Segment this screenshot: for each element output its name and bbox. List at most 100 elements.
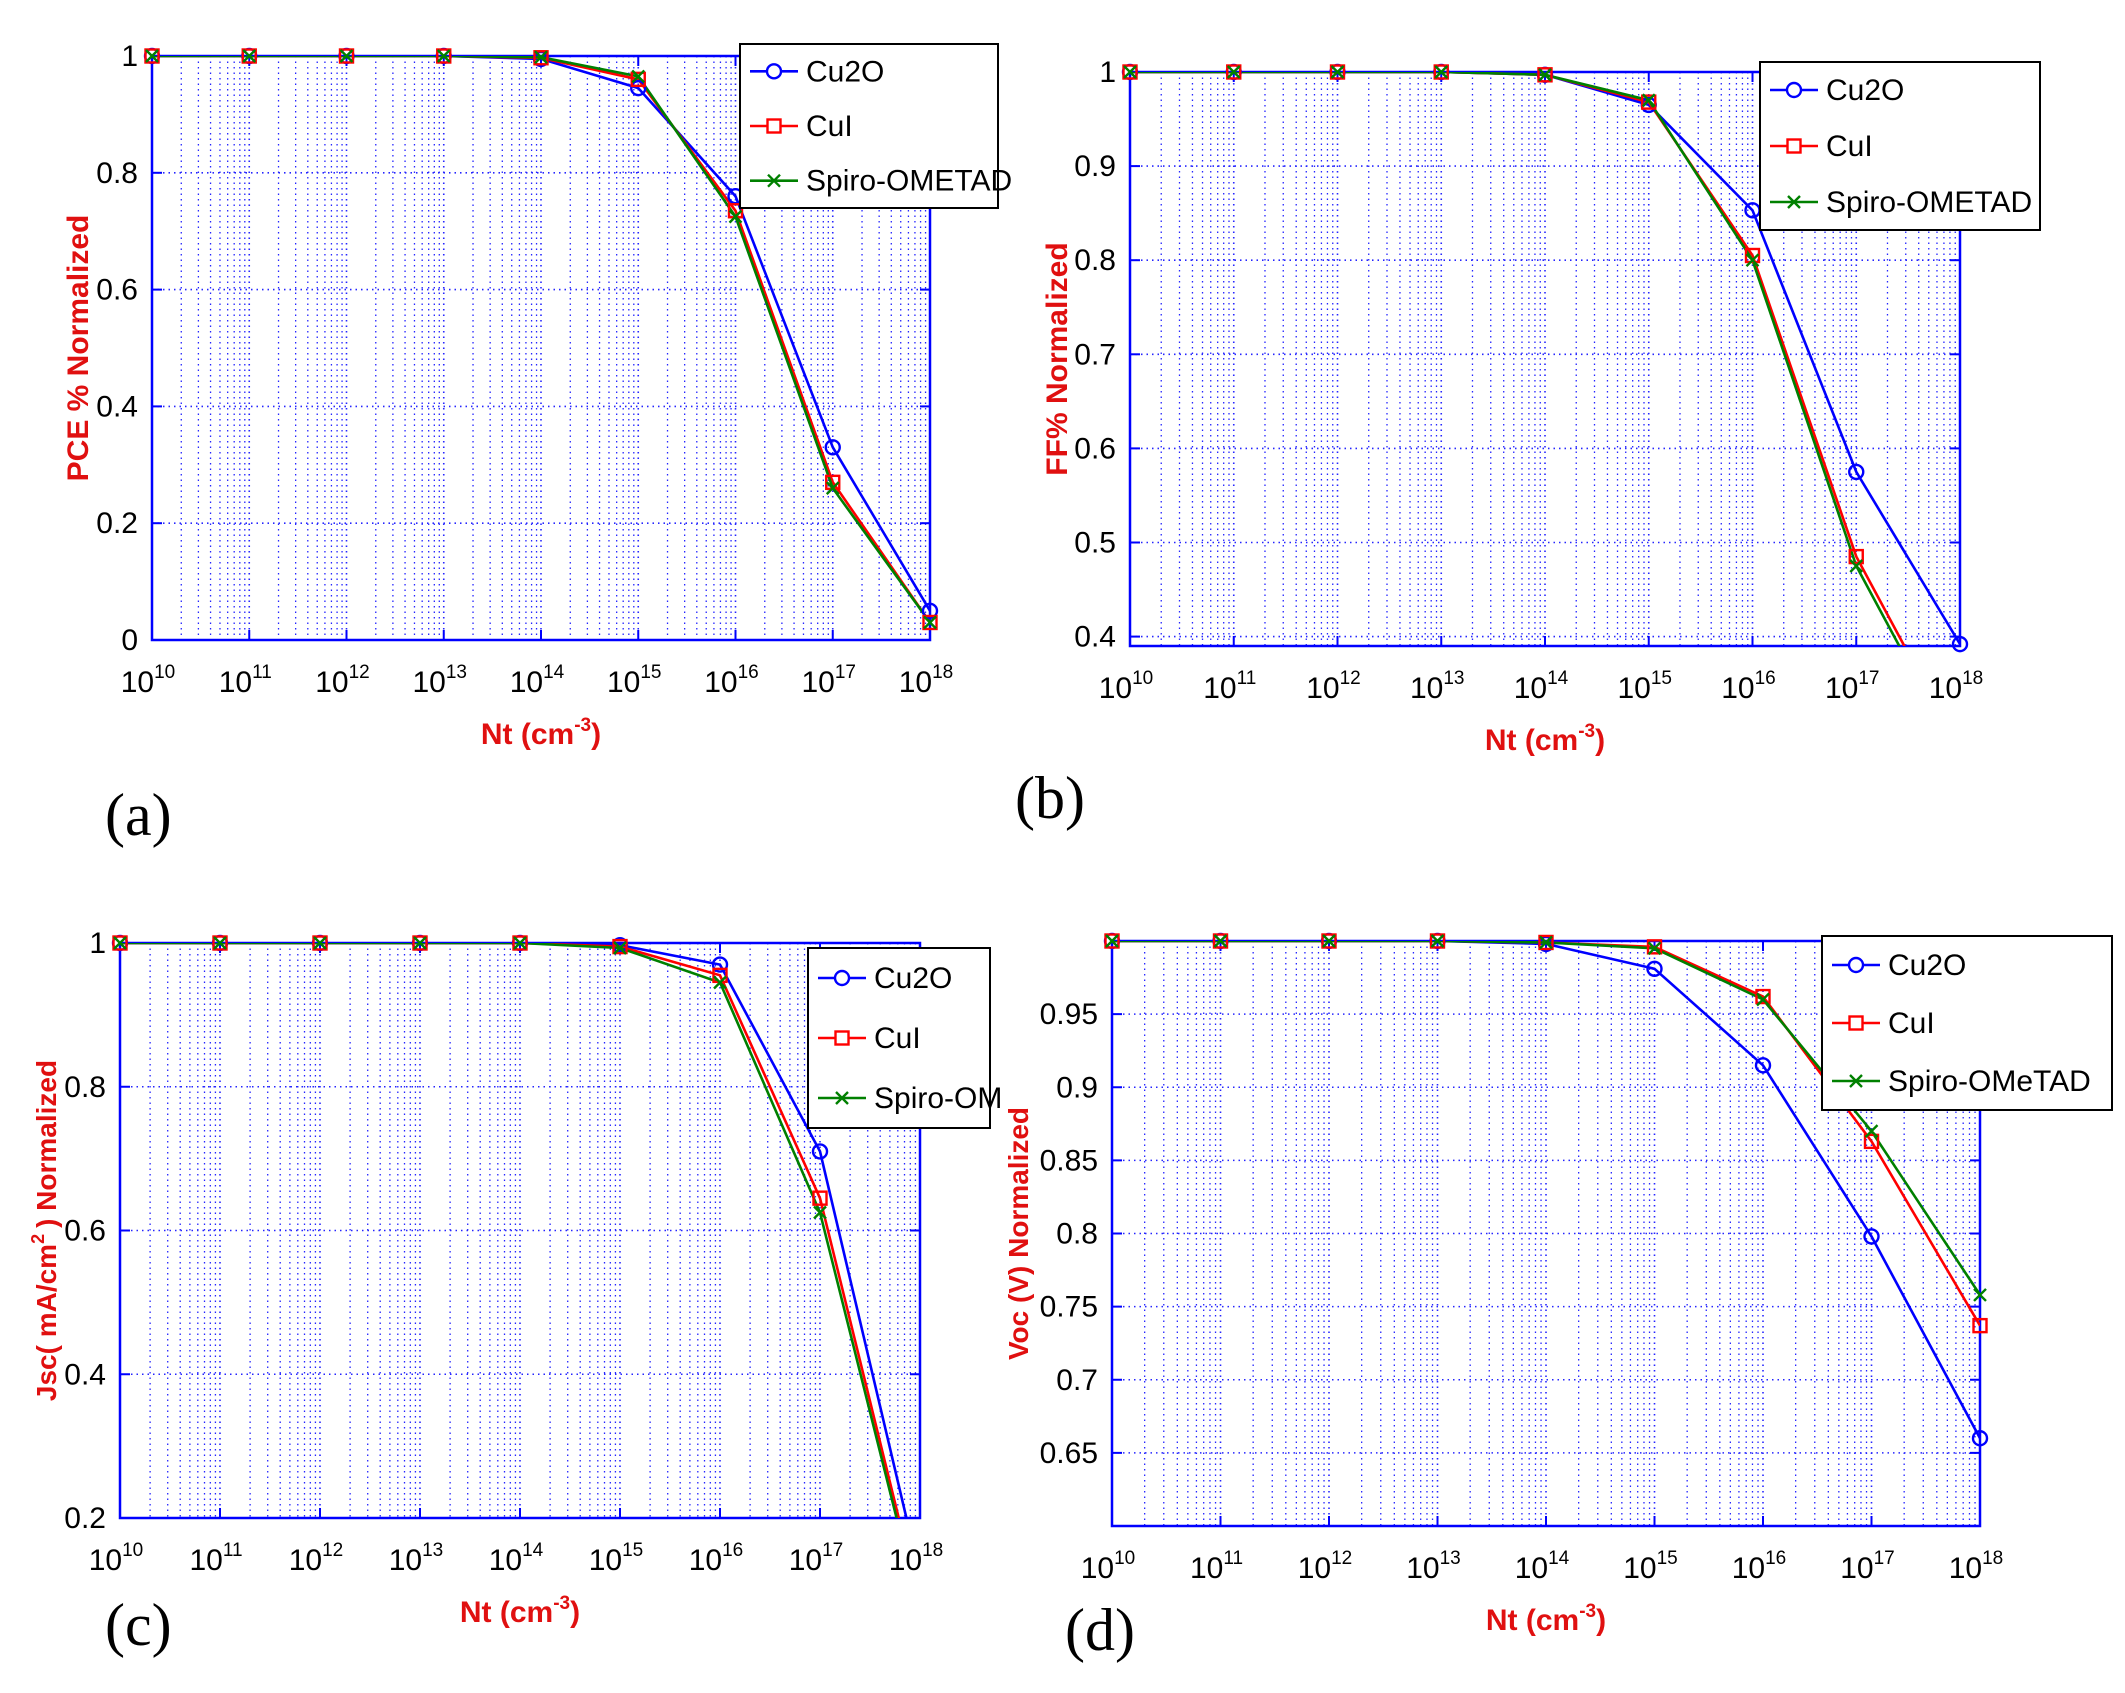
data-point: [213, 936, 227, 950]
data-point: [1863, 1228, 1880, 1245]
x-tick-label: 1015: [589, 1540, 644, 1577]
x-tick-label: 1012: [1306, 668, 1361, 705]
x-tick-label: 1018: [1929, 668, 1984, 705]
data-point: [1433, 64, 1449, 80]
data-point: [1122, 64, 1138, 80]
data-point: [212, 935, 228, 951]
legend-label: CuI: [874, 1022, 921, 1055]
legend: Cu2O CuI Spiro-OMETAD: [1759, 61, 2041, 231]
data-point: [813, 1205, 827, 1220]
legend-marker: [1848, 1015, 1864, 1031]
x-tick-label: 1010: [1099, 668, 1154, 705]
y-tick-label: 0.85: [1040, 1144, 1098, 1177]
legend-marker: [767, 173, 781, 188]
data-point: [1641, 94, 1657, 110]
data-point: [1754, 1057, 1772, 1074]
data-point: [1647, 941, 1662, 956]
x-tick-label: 1017: [1825, 668, 1880, 705]
x-tick-label: 1011: [219, 662, 272, 699]
data-point: [1329, 64, 1346, 80]
data-point: [1755, 988, 1771, 1005]
y-axis-title: Voc (V) Normalized: [1003, 1107, 1034, 1360]
legend-label: Spiro-OMeTAD: [1888, 1065, 2091, 1098]
x-tick-label: 1013: [1410, 668, 1465, 705]
data-point: [313, 936, 327, 950]
data-point: [1105, 934, 1119, 948]
data-point: [533, 50, 549, 66]
y-tick-label: 0.7: [1056, 1364, 1098, 1397]
data-point: [1745, 253, 1760, 268]
legend-marker: [1787, 195, 1801, 209]
panel-label: (a): [105, 782, 172, 848]
data-point: [713, 975, 727, 990]
data-point: [512, 935, 528, 951]
x-tick-label: 1016: [689, 1540, 744, 1577]
data-point: [513, 936, 527, 950]
data-point: [1212, 933, 1229, 949]
y-tick-label: 0.6: [1074, 432, 1116, 465]
x-tick-label: 1012: [315, 662, 370, 699]
data-point: [1864, 1124, 1879, 1138]
data-point: [339, 49, 354, 63]
y-tick-label: 0.65: [1040, 1437, 1098, 1470]
x-tick-label: 1010: [1081, 1548, 1136, 1585]
data-point: [113, 936, 127, 950]
y-axis-title: PCE % Normalized: [62, 215, 95, 482]
legend-label: Cu2O: [874, 962, 952, 995]
data-point: [1226, 65, 1241, 79]
x-tick-label: 1018: [899, 662, 954, 699]
data-point: [241, 48, 257, 64]
y-tick-label: 0.8: [1074, 244, 1116, 277]
data-point: [145, 49, 159, 63]
chart-panel-d: 1010 1011 1012 1013 1014 1015 1016 1017 1018 0.65…: [1003, 932, 2113, 1637]
x-tick-label: 1011: [1190, 1548, 1243, 1585]
x-tick-label: 1015: [1623, 1548, 1678, 1585]
data-point: [922, 614, 938, 631]
series-line-spiro: [120, 943, 898, 1518]
data-point: [1971, 1430, 1989, 1447]
y-tick-label: 1: [89, 927, 106, 960]
x-tick-label: 1017: [789, 1540, 844, 1577]
x-tick-label: 1016: [1732, 1548, 1787, 1585]
data-point: [1123, 65, 1137, 79]
y-tick-label: 0.4: [1074, 621, 1116, 654]
legend-label: CuI: [1888, 1007, 1935, 1040]
y-axis-title: Jsc( mA/cm2) Normalized: [28, 1060, 62, 1401]
y-tick-label: 1: [121, 40, 138, 73]
data-point: [1330, 65, 1345, 79]
legend-label: Spiro-OM: [874, 1082, 1002, 1115]
legend-label: CuI: [806, 110, 853, 143]
data-point: [1538, 67, 1552, 82]
x-tick-label: 1017: [801, 662, 856, 699]
y-tick-label: 0.8: [96, 157, 138, 190]
data-point: [613, 941, 627, 955]
data-point: [1973, 1288, 1987, 1302]
data-point: [812, 1190, 828, 1206]
x-tick-label: 1016: [704, 662, 759, 699]
data-point: [1537, 67, 1553, 83]
data-point: [711, 956, 729, 973]
legend-marker: [1847, 956, 1865, 974]
x-tick-label: 1011: [189, 1540, 242, 1577]
data-point: [436, 49, 451, 63]
legend: Cu2O CuI Spiro-OMETAD: [739, 43, 1012, 209]
y-tick-label: 0.6: [64, 1215, 106, 1248]
y-tick-label: 0.7: [1074, 338, 1116, 371]
grid-lines: [1111, 941, 1981, 1526]
data-markers: [1121, 63, 1969, 653]
x-axis-title: Nt (cm-3): [1486, 1601, 1606, 1637]
x-axis-title: Nt (cm-3): [460, 1593, 580, 1629]
data-point: [1430, 934, 1445, 948]
data-point: [631, 69, 646, 84]
data-point: [1646, 960, 1663, 977]
x-tick-label: 1015: [1617, 668, 1672, 705]
legend-label: Cu2O: [1826, 74, 1904, 107]
data-point: [728, 209, 743, 224]
data-point: [1538, 934, 1554, 951]
data-point: [1756, 992, 1770, 1007]
data-point: [923, 615, 937, 630]
data-series: [120, 943, 908, 1518]
series-line-cui: [120, 943, 901, 1518]
data-point: [144, 48, 160, 64]
data-point: [1434, 65, 1449, 79]
